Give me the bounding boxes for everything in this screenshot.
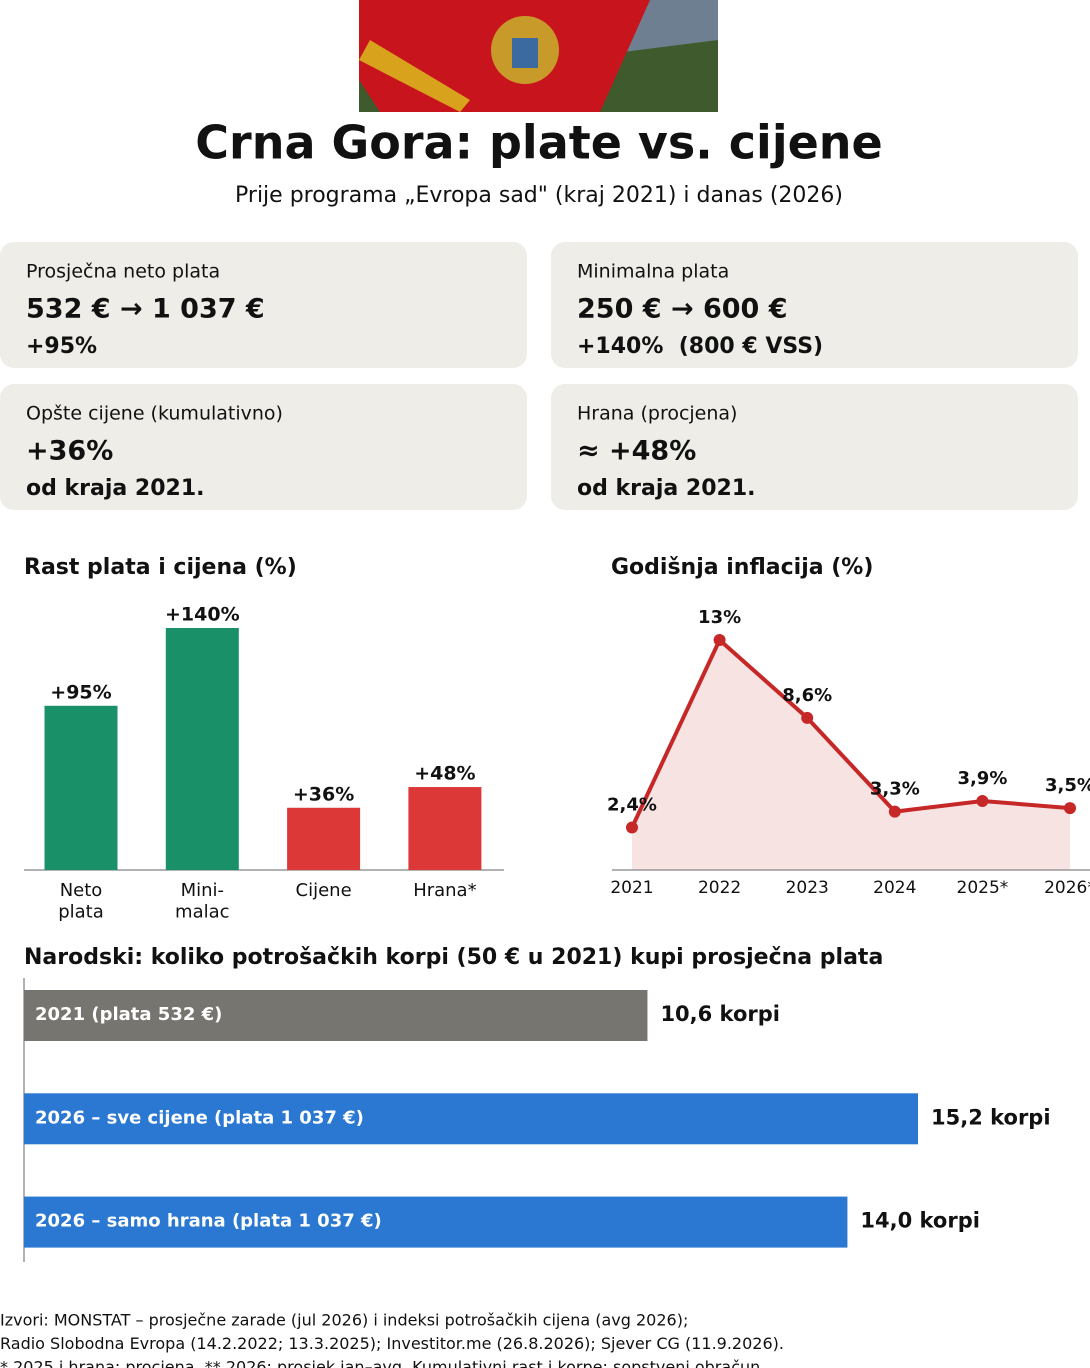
x-tick-label: 2023: [786, 878, 829, 898]
chart: Narodski: koliko potrošačkih korpi (50 €…: [23, 945, 1051, 1262]
footer: Izvori: MONSTAT – prosječne zarade (jul …: [0, 1311, 784, 1368]
bar: [24, 1196, 848, 1248]
point: [976, 795, 989, 807]
card: [551, 384, 1078, 510]
value-label: 15,2 korpi: [931, 1105, 1051, 1129]
x-tick-label: Mini-malac: [175, 880, 230, 923]
card-value: 250 € → 600 €: [577, 294, 788, 325]
category-label: 2026 – sve cijene (plata 1 037 €): [35, 1107, 364, 1128]
value-label: 3,5%: [1045, 775, 1090, 796]
card-note: +95%: [26, 334, 97, 359]
x-tick-label: 2026*: [1044, 878, 1090, 898]
card-label: Hrana (procjena): [577, 403, 737, 425]
card-value: ≈ +48%: [577, 436, 696, 467]
card-note: +140% (800 € VSS): [577, 334, 823, 359]
title: Crna Gora: plate vs. cijene: [195, 116, 882, 170]
card-label: Prosječna neto plata: [26, 261, 220, 283]
value-label: +48%: [414, 763, 475, 785]
card-label: Opšte cijene (kumulativno): [26, 403, 283, 425]
point: [801, 711, 814, 724]
value-label: 3,3%: [870, 779, 920, 800]
x-tick-label: 2025*: [957, 878, 1009, 898]
chart: Rast plata i cijena (%) +95% Neto plata +140…: [24, 555, 504, 923]
charts: Rast plata i cijena (%) +95% Neto plata +140…: [23, 555, 1090, 1262]
card-value: 532 € → 1 037 €: [26, 294, 265, 325]
x-tick-label: Hrana*: [413, 880, 476, 901]
value-label: +95%: [50, 681, 111, 703]
value-label: 14,0 korpi: [860, 1209, 980, 1233]
category-label: 2026 – samo hrana (plata 1 037 €): [35, 1211, 382, 1232]
value-label: +36%: [293, 783, 354, 805]
bar: [44, 705, 118, 870]
subtitle: Prije programa „Evropa sad" (kraj 2021) …: [235, 183, 843, 208]
bar: [24, 1093, 918, 1145]
x-tick-label: Cijene: [296, 880, 352, 901]
x-tick-label: 2022: [698, 878, 741, 898]
footer-line: Radio Slobodna Evropa (14.2.2022; 13.3.2…: [0, 1334, 784, 1353]
x-tick-label: 2024: [873, 878, 916, 898]
card: [0, 242, 527, 368]
value-label: 13%: [698, 607, 741, 628]
bar: [165, 628, 239, 870]
value-label: +140%: [165, 604, 240, 626]
area: [632, 640, 1070, 870]
card: [551, 242, 1078, 368]
value-label: 8,6%: [782, 685, 832, 706]
footer-line: Izvori: MONSTAT – prosječne zarade (jul …: [0, 1311, 688, 1330]
cards: Prosječna neto plata 532 € → 1 037 € +95% M…: [0, 242, 1078, 510]
card-label: Minimalna plata: [577, 261, 729, 283]
x-tick-label: Neto plata: [58, 880, 104, 923]
bar: [287, 807, 361, 870]
card: [0, 384, 527, 510]
card-note: od kraja 2021.: [577, 476, 755, 501]
point: [1064, 802, 1076, 815]
chart-title: Rast plata i cijena (%): [24, 555, 297, 580]
bar: [24, 990, 648, 1041]
chart: Godišnja inflacija (%) 2,4% 2021 13% 2022 8,6…: [607, 555, 1090, 898]
flag-photo: [359, 0, 718, 112]
card-note: od kraja 2021.: [26, 476, 204, 501]
point: [888, 805, 901, 818]
card-value: +36%: [26, 436, 113, 467]
value-label: 2,4%: [607, 795, 657, 816]
chart-title: Narodski: koliko potrošačkih korpi (50 €…: [24, 945, 883, 970]
point: [626, 821, 638, 834]
category-label: 2021 (plata 532 €): [35, 1004, 222, 1025]
line: [630, 636, 1071, 829]
chart-title: Godišnja inflacija (%): [611, 555, 873, 580]
value-label: 10,6 korpi: [660, 1002, 780, 1026]
bar: [408, 787, 482, 870]
point: [713, 634, 726, 646]
value-label: 3,9%: [957, 768, 1007, 789]
footer-line: * 2025 i hrana: procjena. ** 2026: prosj…: [0, 1358, 765, 1368]
x-tick-label: 2021: [610, 878, 653, 898]
